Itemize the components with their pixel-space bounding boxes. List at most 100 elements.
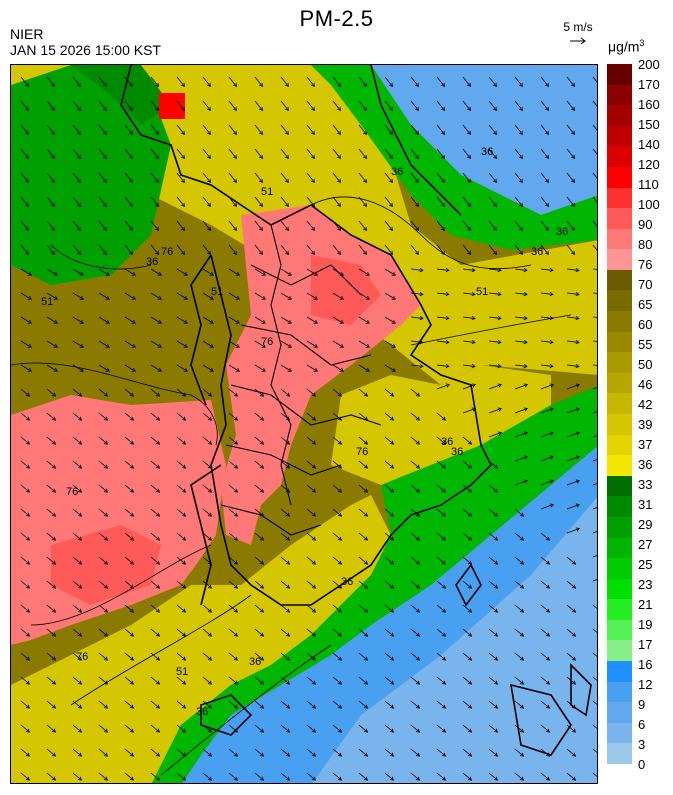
wind-vector-head bbox=[523, 363, 528, 369]
wind-vector bbox=[488, 384, 502, 390]
wind-vector-head bbox=[311, 250, 315, 256]
colorbar-tick-label: 110 bbox=[638, 177, 659, 192]
wind-vector bbox=[280, 460, 290, 469]
wind-vector-head bbox=[441, 130, 445, 136]
wind-vector bbox=[358, 268, 370, 276]
wind-vector bbox=[566, 100, 575, 111]
wind-vector bbox=[306, 580, 316, 589]
wind-vector bbox=[540, 408, 554, 414]
wind-vector bbox=[410, 580, 420, 589]
wind-vector bbox=[202, 628, 212, 637]
wind-vector-head bbox=[285, 488, 291, 493]
wind-vector bbox=[514, 292, 527, 295]
wind-vector-head bbox=[493, 202, 497, 208]
wind-vector-head bbox=[337, 226, 341, 232]
wind-vector-head bbox=[441, 464, 447, 469]
wind-vector-head bbox=[25, 752, 31, 757]
wind-vector bbox=[540, 196, 549, 207]
wind-vector bbox=[332, 292, 344, 300]
wind-vector bbox=[592, 604, 597, 609]
wind-vector-head bbox=[259, 488, 265, 493]
wind-vector bbox=[228, 700, 238, 709]
wind-vector bbox=[202, 508, 212, 517]
wind-vector-head bbox=[311, 536, 317, 541]
wind-vector-head bbox=[549, 291, 554, 297]
wind-vector bbox=[20, 556, 30, 565]
colorbar-segment bbox=[607, 125, 632, 147]
wind-vector bbox=[280, 76, 289, 87]
wind-vector-head bbox=[311, 680, 317, 685]
wind-vector bbox=[384, 148, 393, 159]
wind-vector-head bbox=[313, 295, 318, 300]
wind-vector-head bbox=[259, 656, 265, 661]
wind-vector bbox=[488, 432, 502, 438]
wind-vector-head bbox=[285, 82, 289, 88]
wind-vector-head bbox=[233, 82, 237, 88]
wind-vector-head bbox=[207, 154, 211, 160]
wind-vector bbox=[150, 460, 160, 469]
wind-vector-head bbox=[311, 560, 317, 565]
region-yellow-center bbox=[331, 365, 551, 485]
wind-vector-head bbox=[25, 130, 29, 136]
wind-vector bbox=[20, 316, 32, 324]
colorbar-tick-label: 6 bbox=[638, 717, 646, 732]
wind-vector-head bbox=[285, 154, 289, 160]
wind-vector bbox=[254, 220, 263, 231]
wind-vector-head bbox=[571, 776, 577, 781]
wind-vector bbox=[280, 124, 289, 135]
wind-vector-head bbox=[549, 431, 554, 436]
wind-vector bbox=[176, 196, 185, 207]
wind-vector-head bbox=[155, 250, 159, 256]
wind-vector bbox=[124, 460, 134, 469]
pm25-concentration-map: 76 36 51 36 51 36 76 51 36 76 36 51 36 3… bbox=[10, 64, 598, 784]
wind-vector bbox=[384, 724, 394, 733]
wind-vector-head bbox=[155, 608, 161, 613]
wind-vector bbox=[332, 100, 341, 111]
wind-vector-head bbox=[25, 250, 29, 256]
wind-vector bbox=[150, 76, 159, 87]
wind-vector-head bbox=[575, 315, 580, 321]
wind-vector-head bbox=[365, 295, 370, 300]
wind-vector-head bbox=[181, 728, 187, 733]
colorbar-segment bbox=[607, 640, 632, 662]
wind-vector-head bbox=[549, 363, 554, 369]
wind-vector-head bbox=[207, 560, 213, 565]
wind-vector-head bbox=[363, 656, 369, 661]
wind-vector-head bbox=[311, 488, 317, 493]
wind-vector bbox=[98, 700, 108, 709]
wind-vector bbox=[202, 604, 212, 613]
wind-vector bbox=[72, 364, 84, 372]
wind-vector bbox=[228, 316, 240, 324]
wind-vector bbox=[202, 76, 211, 87]
wind-vector-head bbox=[441, 512, 447, 517]
wind-vector bbox=[592, 292, 597, 294]
wind-vector bbox=[332, 340, 344, 348]
wind-vector bbox=[436, 676, 446, 685]
wind-vector bbox=[202, 268, 214, 276]
colorbar-unit: μg/m3 bbox=[608, 38, 645, 55]
wind-vector-head bbox=[441, 226, 445, 232]
wind-vector bbox=[124, 148, 133, 159]
wind-vector-head bbox=[545, 130, 549, 136]
wind-vector-head bbox=[129, 680, 135, 685]
wind-vector bbox=[358, 148, 367, 159]
wind-vector-head bbox=[103, 392, 109, 397]
wind-vector bbox=[332, 268, 344, 276]
wind-vector bbox=[124, 604, 134, 613]
wind-vector bbox=[228, 652, 238, 661]
wind-vector bbox=[72, 652, 82, 661]
wind-vector bbox=[202, 148, 211, 159]
wind-vector bbox=[72, 172, 81, 183]
wind-vector-head bbox=[25, 82, 29, 88]
wind-vector bbox=[306, 292, 318, 300]
colorbar-tick-label: 12 bbox=[638, 677, 653, 692]
colorbar-tick-label: 160 bbox=[638, 97, 660, 112]
wind-vector-head bbox=[337, 202, 341, 208]
wind-vector bbox=[306, 700, 316, 709]
wind-vector bbox=[46, 724, 56, 733]
wind-vector bbox=[228, 532, 238, 541]
wind-vector bbox=[72, 748, 82, 757]
wind-vector-head bbox=[285, 584, 291, 589]
wind-vector-head bbox=[77, 488, 83, 493]
wind-vector-head bbox=[467, 154, 471, 160]
